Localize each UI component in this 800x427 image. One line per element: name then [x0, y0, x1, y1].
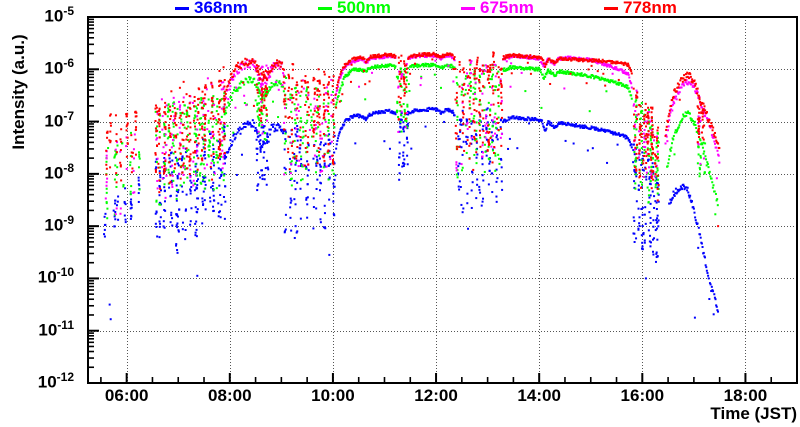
y-tick-label-1e-10: 10-10 [37, 265, 74, 288]
legend-item-500nm: 500nm [318, 0, 391, 16]
legend-line-swatch-675nm [461, 6, 475, 10]
y-tick-label-1e-5: 10-5 [44, 4, 74, 26]
legend-label-675nm: 675nm [480, 0, 534, 17]
x-tick-label-18:00: 18:00 [723, 386, 768, 405]
x-tick-label-12:00: 12:00 [414, 386, 458, 405]
legend-label-778nm: 778nm [623, 0, 677, 17]
x-axis-title: Time (JST) [710, 404, 797, 423]
x-tick-label-16:00: 16:00 [620, 386, 665, 405]
legend-label-500nm: 500nm [337, 0, 391, 17]
y-tick-label-1e-7: 10-7 [44, 108, 74, 131]
y-tick-label-1e-8: 10-8 [44, 160, 74, 183]
y-tick-label-1e-11: 10-11 [38, 317, 74, 340]
y-tick-label-1e-6: 10-6 [44, 56, 74, 78]
y-tick-label-1e-9: 10-9 [44, 213, 74, 235]
legend-line-swatch-368nm [175, 6, 189, 10]
y-axis-title: Intensity (a.u.) [9, 34, 28, 150]
legend-item-368nm: 368nm [175, 0, 248, 16]
legend-line-swatch-778nm [604, 6, 618, 10]
legend-label-368nm: 368nm [194, 0, 248, 17]
x-tick-label-10:00: 10:00 [311, 386, 355, 405]
y-tick-label-1e-12: 10-12 [37, 370, 74, 392]
legend-item-778nm: 778nm [604, 0, 677, 16]
legend-line-swatch-500nm [318, 6, 332, 10]
x-tick-label-08:00: 08:00 [208, 386, 252, 405]
legend-item-675nm: 675nm [461, 0, 534, 16]
x-tick-label-06:00: 06:00 [104, 386, 149, 405]
x-tick-label-14:00: 14:00 [517, 386, 561, 405]
